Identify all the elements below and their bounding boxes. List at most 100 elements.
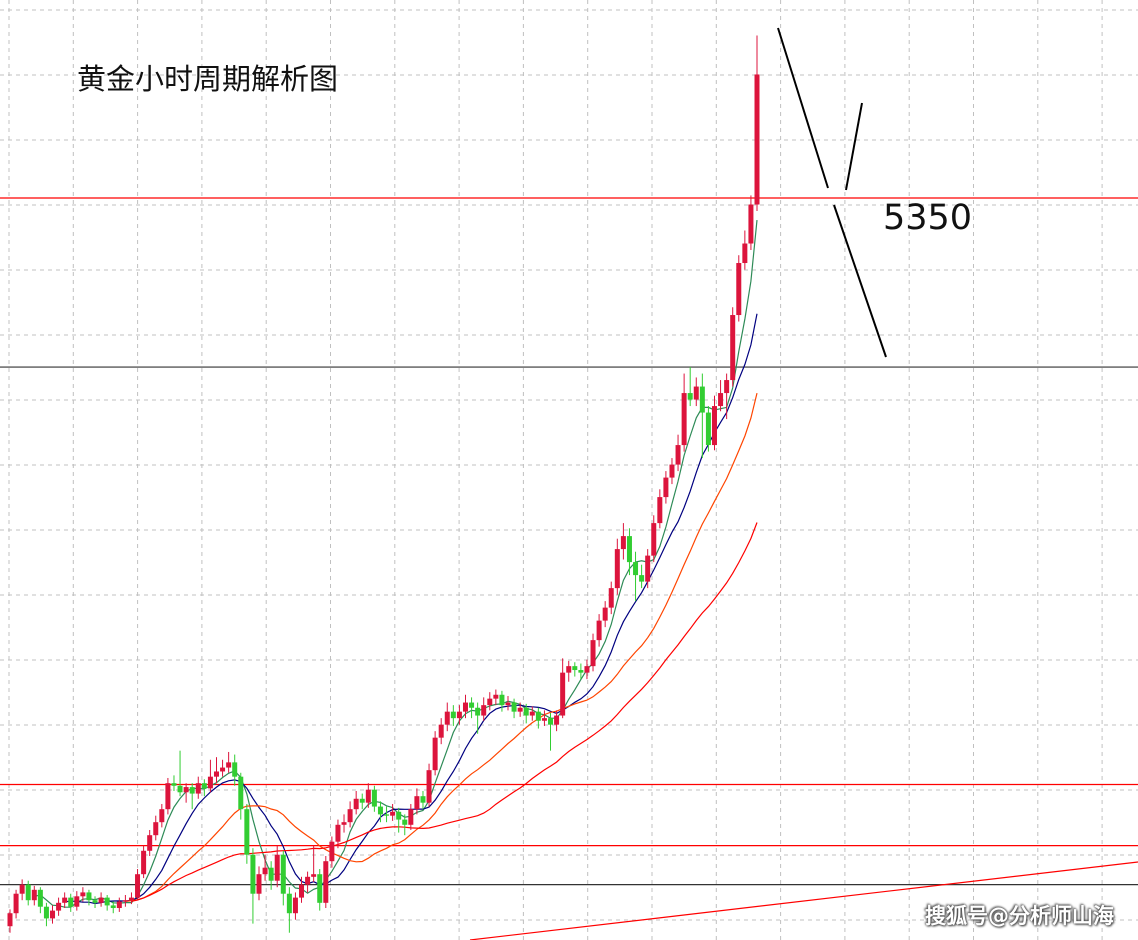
candle-body [13, 893, 19, 914]
candle-body [286, 893, 292, 914]
candle [462, 694, 468, 719]
candle-body [110, 905, 116, 909]
candle-body [141, 850, 147, 875]
candle [705, 406, 711, 452]
projection-line-up [845, 102, 863, 191]
candle [171, 775, 177, 791]
candle-body [475, 707, 481, 716]
candle [663, 471, 669, 504]
candle [535, 707, 541, 729]
candle-body [68, 897, 74, 907]
candle [213, 757, 219, 784]
candle-body [329, 841, 335, 862]
candle [693, 377, 699, 407]
candle [675, 434, 681, 472]
candle-body [596, 620, 602, 641]
candle [584, 659, 590, 680]
projection-line-down [777, 27, 829, 189]
candle [43, 902, 49, 927]
candle-body [414, 796, 420, 810]
candle-body [529, 711, 535, 716]
candle [292, 892, 298, 920]
candle-body [80, 892, 86, 897]
candle-body [705, 412, 711, 446]
candle [523, 703, 529, 724]
candle [505, 696, 511, 711]
candle [207, 759, 213, 793]
candle-body [323, 861, 329, 903]
candle [669, 458, 675, 485]
candle [317, 869, 323, 911]
chart-title: 黄金小时周期解析图 [77, 62, 339, 96]
candle [238, 772, 244, 820]
projection-line-down-2 [833, 204, 887, 358]
candle-body [718, 393, 724, 407]
candle [232, 754, 238, 786]
candle [226, 751, 232, 773]
candle [566, 660, 572, 682]
candle-body [432, 737, 438, 771]
candle [438, 718, 444, 745]
candle [159, 803, 165, 828]
candle [323, 855, 329, 909]
candle-body [43, 906, 49, 919]
candle [177, 750, 183, 797]
projection-drawing [777, 27, 887, 358]
candle [748, 195, 754, 251]
candle-body [444, 711, 450, 725]
candle [141, 845, 147, 879]
candle [280, 850, 286, 906]
candle [633, 551, 639, 602]
candle [371, 785, 377, 812]
candle-body [724, 380, 730, 394]
candle-body [220, 767, 226, 772]
candle-body [116, 901, 122, 909]
candle [268, 861, 274, 890]
candle-body [639, 575, 645, 582]
candle [7, 909, 13, 933]
candle-body [651, 523, 657, 556]
candle-body [183, 787, 189, 793]
candle-body [92, 900, 98, 903]
candles [7, 35, 760, 933]
candle [590, 633, 596, 672]
candle [469, 697, 475, 719]
candle [220, 759, 226, 777]
candle [608, 581, 614, 615]
candle-body [456, 711, 462, 719]
candle [147, 829, 153, 856]
candle [305, 871, 311, 893]
candle-body [590, 640, 596, 667]
candle-body [305, 876, 311, 885]
candle-body [274, 854, 280, 881]
candle [487, 692, 493, 711]
candle-body [232, 762, 238, 777]
candle-body [19, 884, 25, 894]
candle [711, 395, 717, 451]
candle-body [554, 715, 560, 725]
candle-body [384, 814, 390, 816]
candle-body [754, 74, 760, 205]
moving-average-line [131, 522, 758, 902]
candle-body [31, 889, 37, 901]
candle-body [523, 707, 529, 716]
candle-body [226, 762, 232, 768]
candle-body [620, 536, 626, 550]
candle [244, 803, 250, 864]
candle-body [548, 718, 554, 725]
candle [511, 698, 517, 719]
candle-body [280, 854, 286, 894]
candle [377, 801, 383, 823]
candle-body [578, 670, 584, 673]
candle-body [50, 910, 56, 919]
candle [135, 869, 141, 901]
candle-body [390, 811, 396, 816]
candle-body [450, 711, 456, 719]
candle [189, 783, 195, 810]
candle [724, 373, 730, 420]
candle [414, 788, 420, 815]
candle-body [438, 724, 444, 738]
candle [450, 705, 456, 726]
